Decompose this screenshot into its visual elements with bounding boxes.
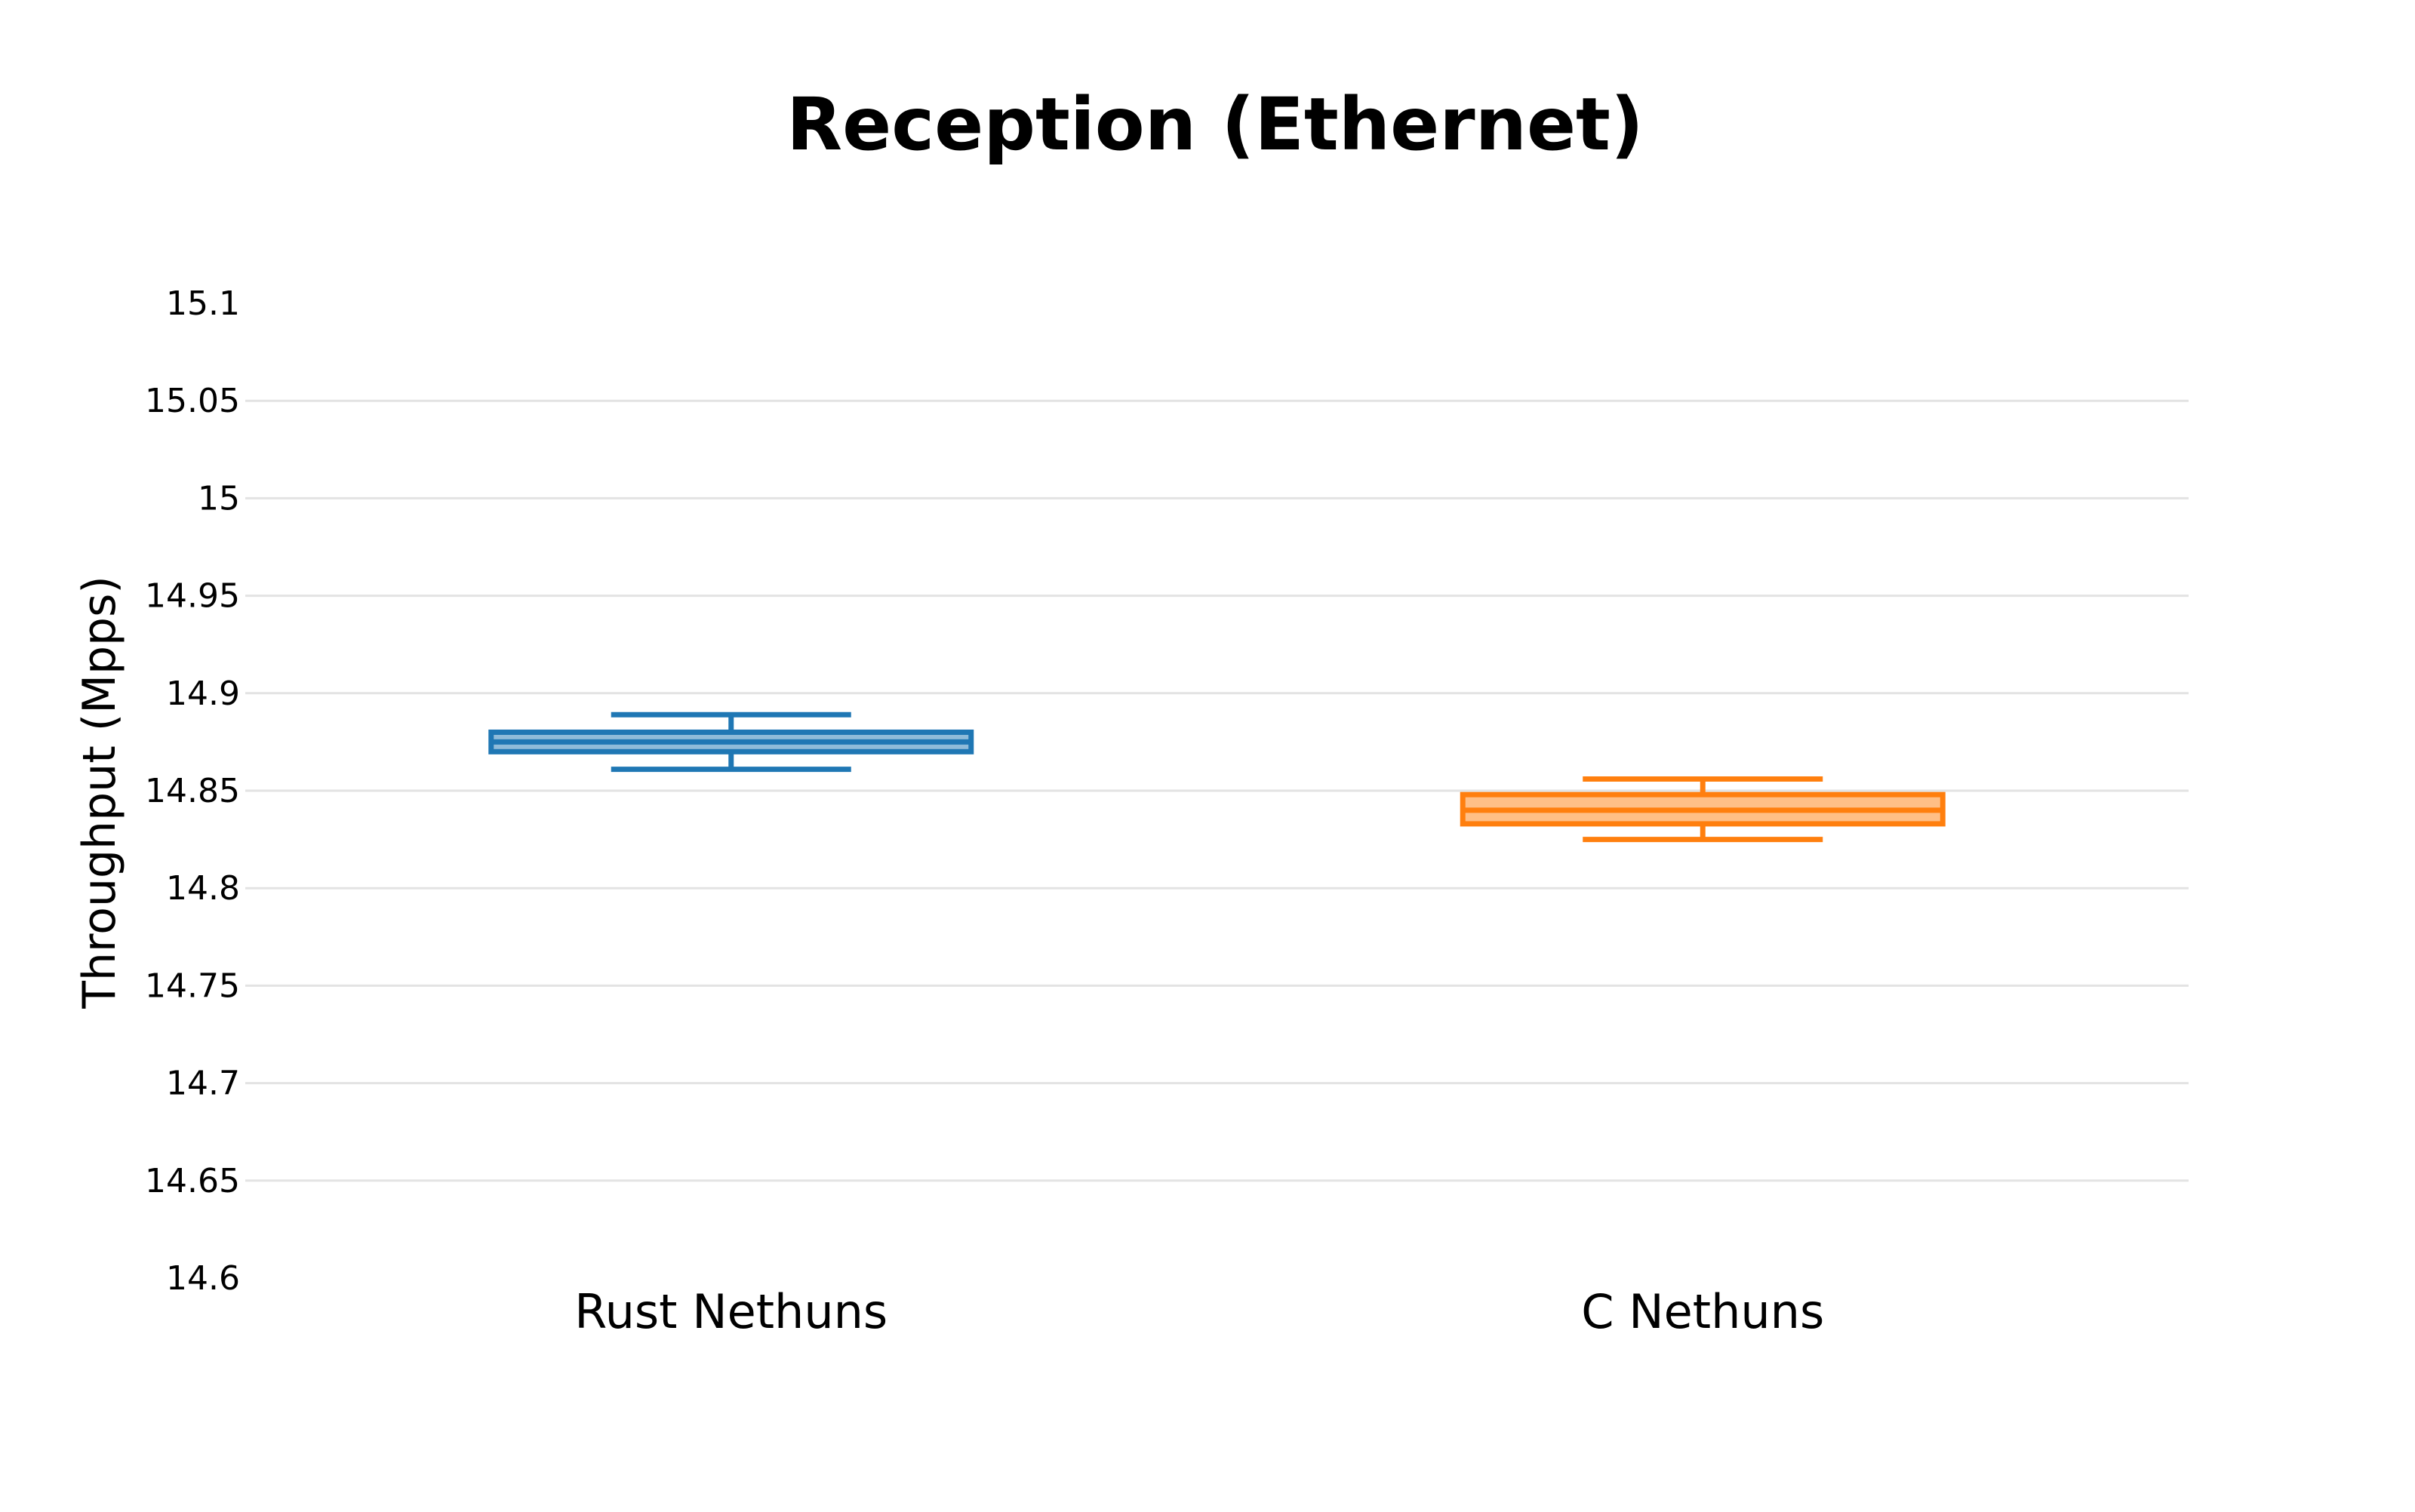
gridlines: [245, 399, 2189, 1182]
y-tick-label: 14.8: [166, 869, 240, 908]
y-tick-label: 14.9: [166, 675, 240, 713]
box-plot-series: [488, 711, 1946, 843]
y-axis-ticks: 14.6 14.65 14.7 14.75 14.8 14.85 14.9 14.95 15 15…: [145, 284, 240, 1298]
x-tick-label: C Nethuns: [1581, 1284, 1824, 1339]
x-tick-label: Rust Nethuns: [574, 1284, 888, 1339]
y-tick-label: 14.65: [145, 1162, 240, 1200]
y-tick-label: 14.75: [145, 967, 240, 1005]
box-c-nethuns: [1460, 776, 1946, 843]
y-tick-label: 14.6: [166, 1259, 240, 1298]
y-tick-label: 14.7: [166, 1065, 240, 1103]
chart-title: Reception (Ethernet): [786, 82, 1644, 167]
x-axis-ticks: Rust Nethuns C Nethuns: [574, 1284, 1824, 1339]
y-tick-label: 15.1: [166, 284, 240, 323]
y-tick-label: 15: [198, 479, 240, 518]
y-axis-title: Throughput (Mpps): [73, 576, 126, 1010]
y-tick-label: 14.95: [145, 577, 240, 616]
box-rust-nethuns: [488, 711, 974, 773]
y-tick-label: 14.85: [145, 772, 240, 810]
y-tick-label: 15.05: [145, 382, 240, 420]
